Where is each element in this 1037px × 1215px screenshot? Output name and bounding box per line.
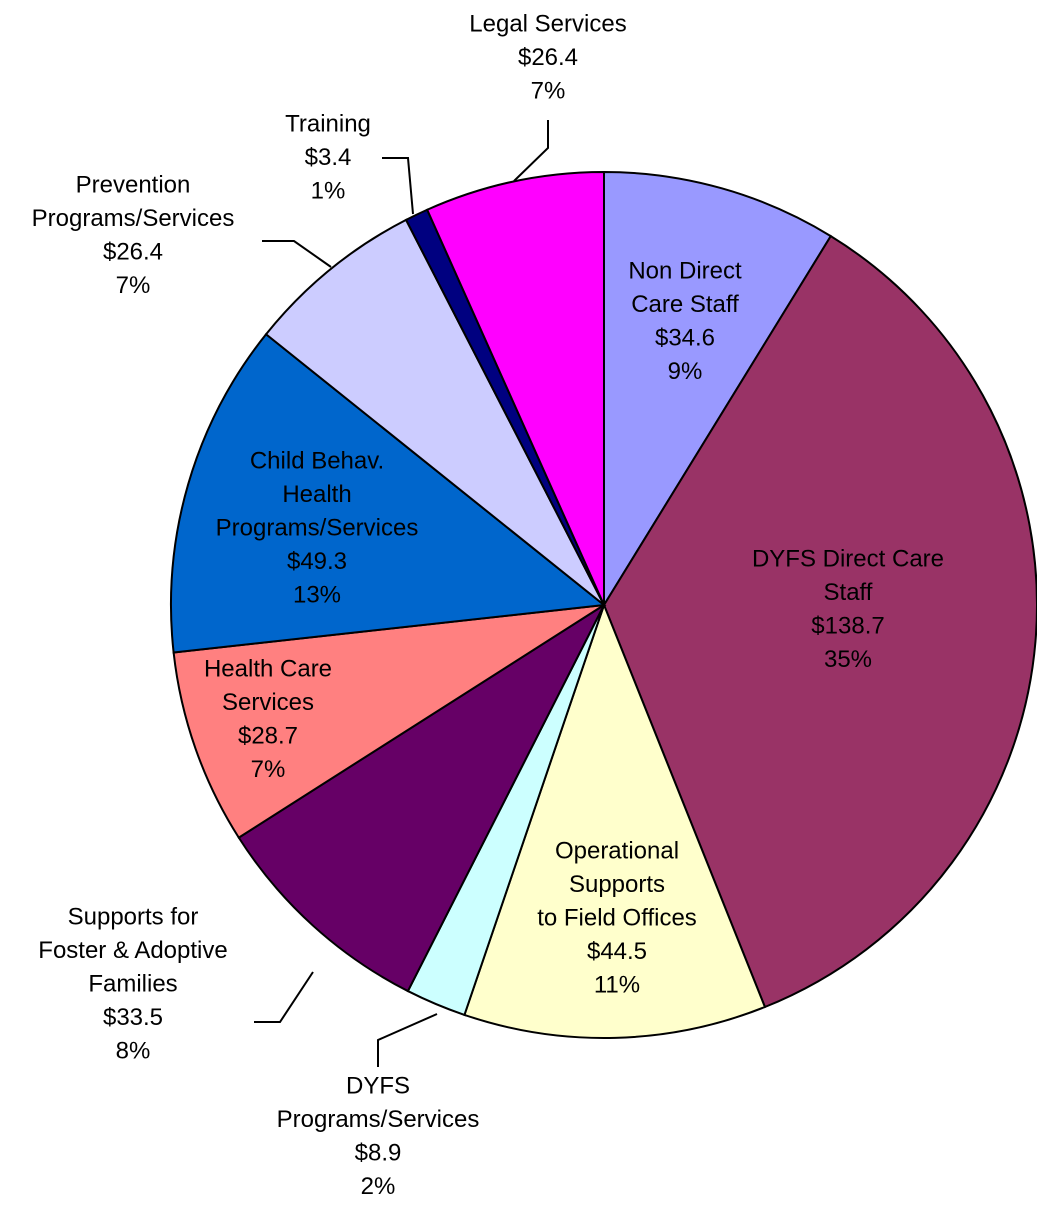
slice-label: Legal Services bbox=[469, 10, 626, 37]
leader-line bbox=[377, 1013, 438, 1067]
slice-label: Programs/Services bbox=[216, 514, 419, 541]
slice-label: Non Direct bbox=[628, 257, 742, 284]
slice-label: Programs/Services bbox=[277, 1106, 480, 1133]
percent-label: 11% bbox=[594, 971, 640, 998]
slice-label: Families bbox=[88, 970, 177, 997]
percent-label: 8% bbox=[116, 1037, 151, 1064]
slice-label: Supports bbox=[569, 871, 665, 898]
slice-label: to Field Offices bbox=[537, 904, 697, 931]
slice-label: Care Staff bbox=[631, 291, 739, 318]
value-label: $33.5 bbox=[103, 1004, 163, 1031]
percent-label: 1% bbox=[311, 177, 346, 204]
value-label: $8.9 bbox=[355, 1139, 402, 1166]
value-label: $138.7 bbox=[811, 612, 884, 639]
slice-label: Foster & Adoptive bbox=[38, 937, 227, 964]
pie-slice bbox=[170, 332, 607, 654]
percent-label: 7% bbox=[251, 756, 286, 783]
slice-label: Supports for bbox=[68, 903, 199, 930]
slice-label: DYFS Direct Care bbox=[752, 545, 944, 572]
slice-label: Health bbox=[282, 481, 351, 508]
pie-slice bbox=[602, 234, 1037, 1009]
percent-label: 35% bbox=[824, 646, 872, 673]
value-label: $26.4 bbox=[518, 44, 578, 71]
leader-line bbox=[382, 157, 414, 215]
slice-label: Health Care bbox=[204, 655, 332, 682]
leader-line bbox=[262, 240, 332, 268]
percent-label: 13% bbox=[293, 581, 341, 608]
slice-label: Child Behav. bbox=[250, 447, 384, 474]
percent-label: 7% bbox=[531, 77, 566, 104]
leader-line bbox=[513, 120, 549, 182]
slice-label: Prevention bbox=[76, 171, 191, 198]
pie-slice bbox=[425, 170, 605, 606]
percent-label: 2% bbox=[361, 1173, 396, 1200]
slice-label: DYFS bbox=[346, 1072, 410, 1099]
slice-label: Staff bbox=[824, 579, 873, 606]
pie-slice bbox=[463, 602, 767, 1039]
percent-label: 9% bbox=[668, 358, 703, 385]
slice-label: Operational bbox=[555, 837, 679, 864]
pie-slice bbox=[264, 218, 605, 606]
value-label: $28.7 bbox=[238, 722, 298, 749]
slice-label: Programs/Services bbox=[32, 205, 235, 232]
value-label: $34.6 bbox=[655, 324, 715, 351]
pie-slice bbox=[603, 170, 833, 609]
slice-label: Services bbox=[222, 689, 314, 716]
pie-slice bbox=[237, 602, 607, 993]
value-label: $49.3 bbox=[287, 548, 347, 575]
pie-slice bbox=[172, 604, 605, 839]
percent-label: 7% bbox=[116, 272, 151, 299]
slice-label: Training bbox=[285, 110, 371, 137]
leader-line bbox=[254, 971, 314, 1023]
value-label: $26.4 bbox=[103, 238, 163, 265]
value-label: $3.4 bbox=[305, 144, 352, 171]
value-label: $44.5 bbox=[587, 938, 647, 965]
